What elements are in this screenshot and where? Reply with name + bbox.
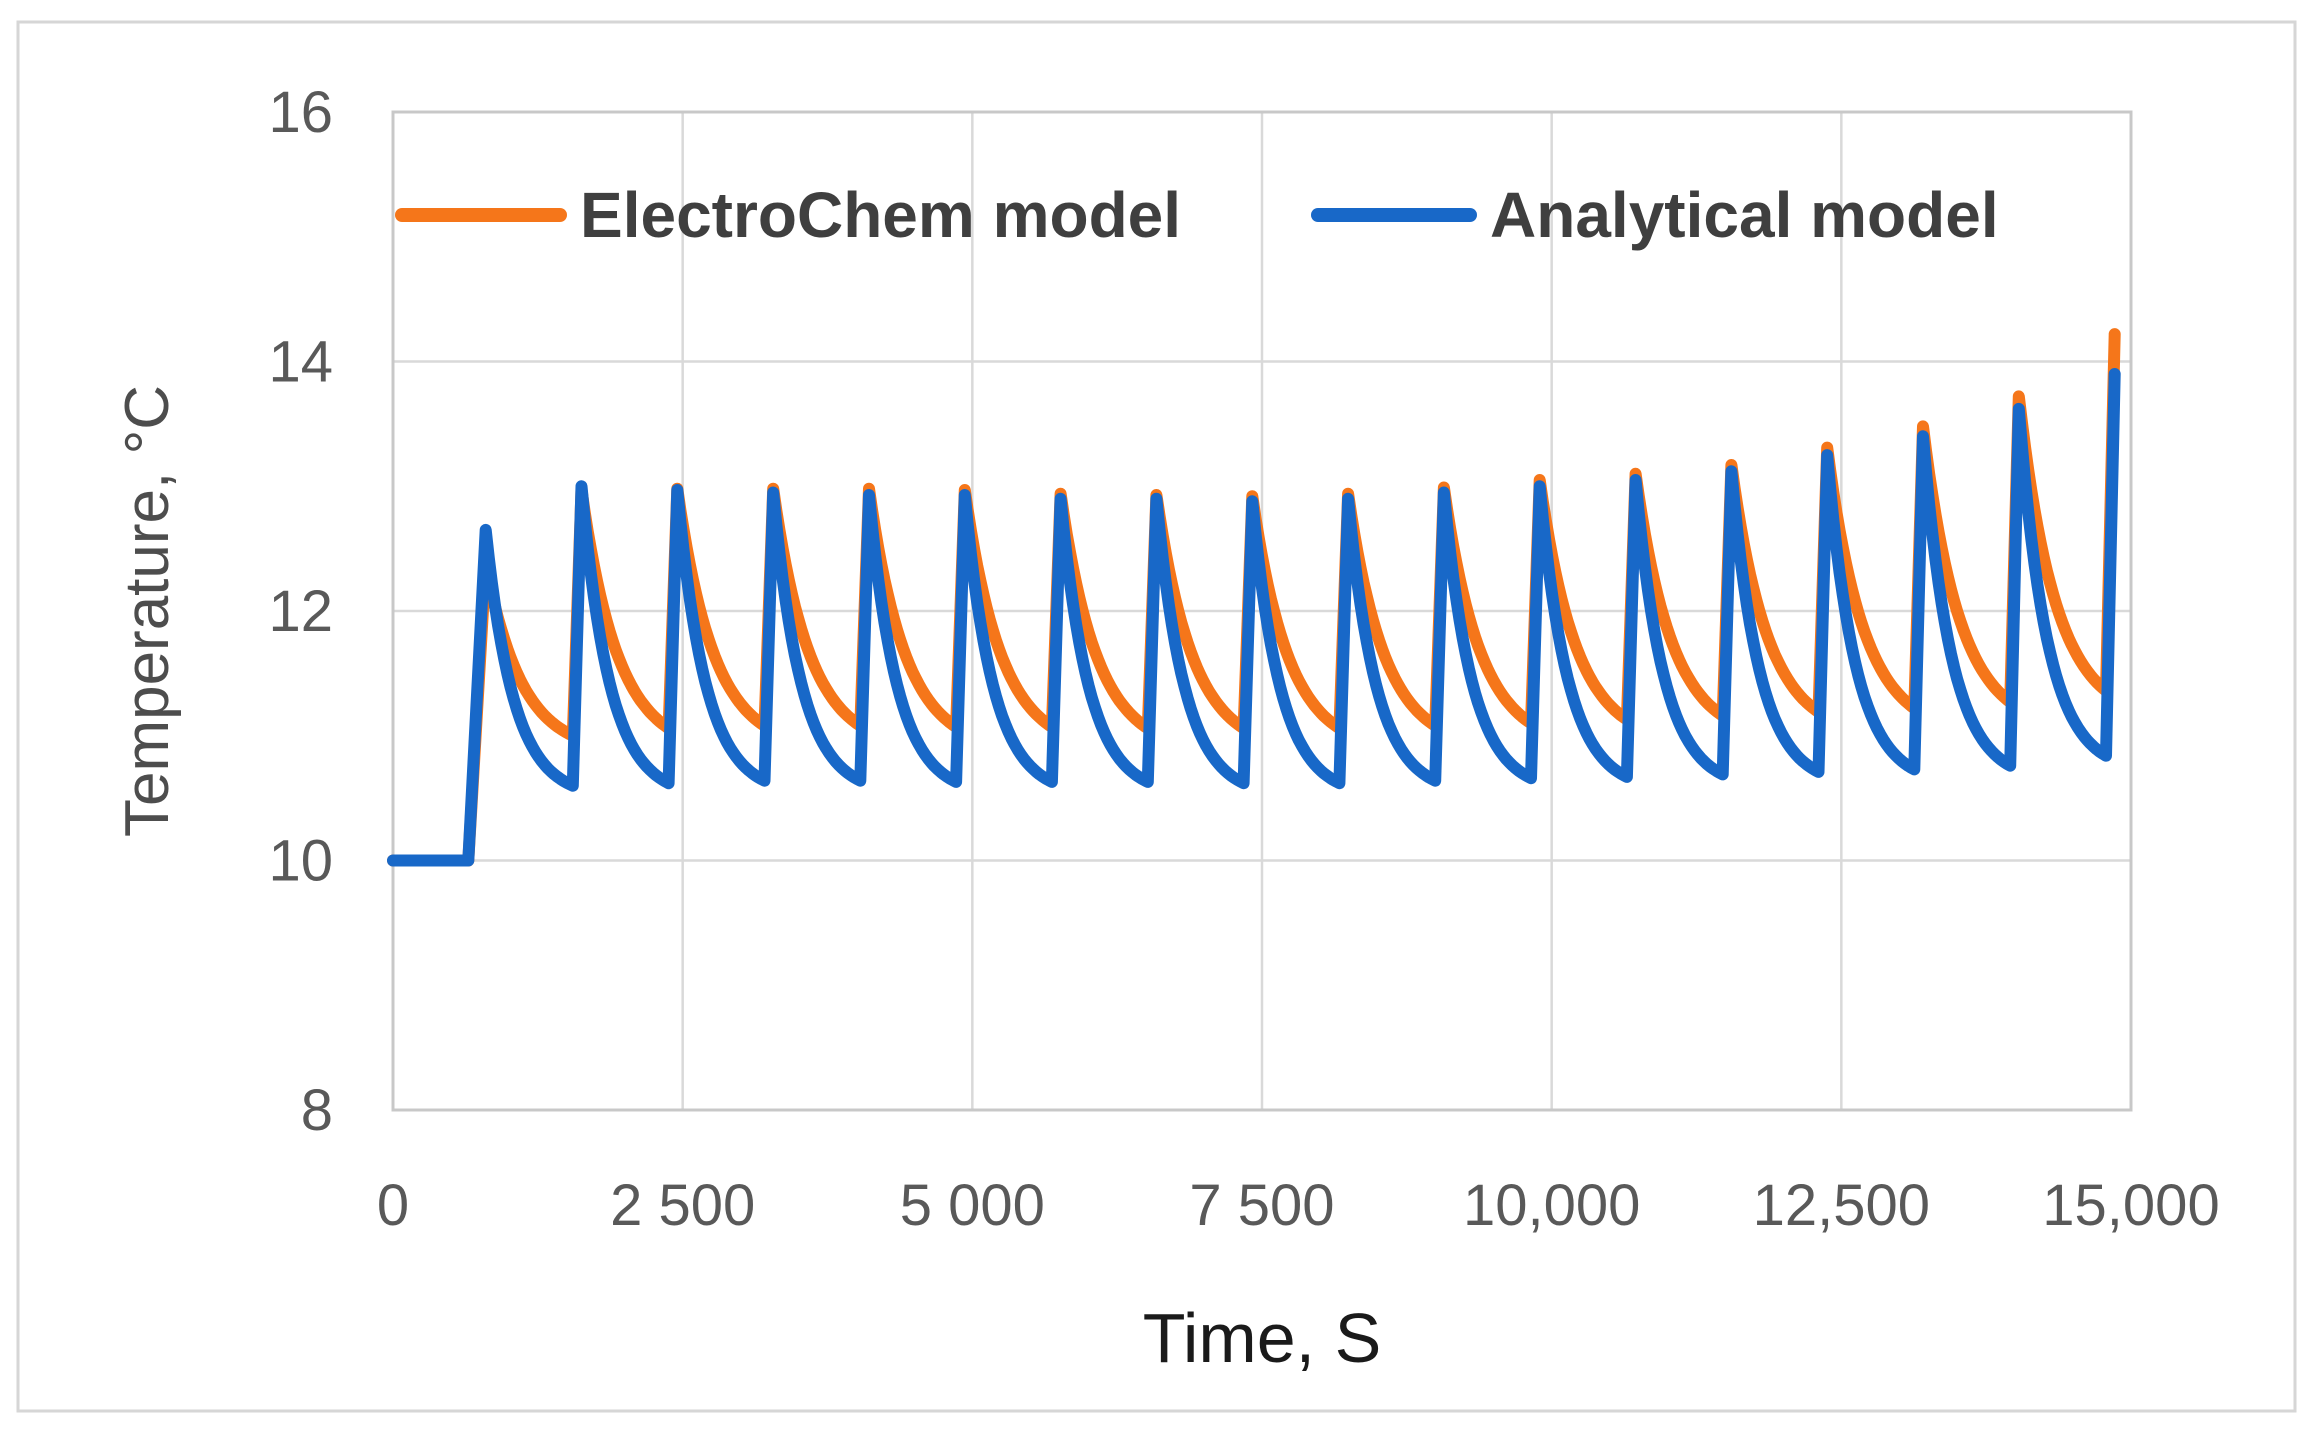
y-tick-label: 14 xyxy=(268,330,333,395)
legend-item-electrochem: ElectroChem model xyxy=(395,179,1181,251)
y-tick-label: 10 xyxy=(268,829,333,894)
x-tick-label: 5 000 xyxy=(900,1173,1045,1238)
legend-label-electrochem: ElectroChem model xyxy=(580,179,1181,251)
figure-border xyxy=(16,20,2297,1413)
x-tick-label: 12,500 xyxy=(1753,1173,1930,1238)
x-tick-label: 7 500 xyxy=(1189,1173,1334,1238)
x-tick-label: 10,000 xyxy=(1463,1173,1640,1238)
legend-label-analytical: Analytical model xyxy=(1490,179,1999,251)
legend-item-analytical: Analytical model xyxy=(1311,179,1999,251)
legend: ElectroChem model Analytical model xyxy=(395,179,1999,251)
x-axis-tick-labels: 0 2 500 5 000 7 500 10,000 12,500 15,000 xyxy=(377,1173,2220,1238)
y-tick-label: 16 xyxy=(268,80,333,145)
y-axis-title: Temperature, °C xyxy=(113,385,182,837)
series-line-analytical-model xyxy=(387,368,2121,867)
y-tick-label: 8 xyxy=(301,1078,333,1143)
y-tick-label: 12 xyxy=(268,579,333,644)
x-tick-label: 0 xyxy=(377,1173,409,1238)
plot-area xyxy=(391,110,2133,1112)
x-tick-label: 15,000 xyxy=(2042,1173,2219,1238)
x-axis-title: Time, S xyxy=(1143,1299,1382,1377)
series-lines xyxy=(387,328,2121,867)
x-tick-label: 2 500 xyxy=(610,1173,755,1238)
y-axis-tick-labels: 8 10 12 14 16 xyxy=(268,80,333,1143)
